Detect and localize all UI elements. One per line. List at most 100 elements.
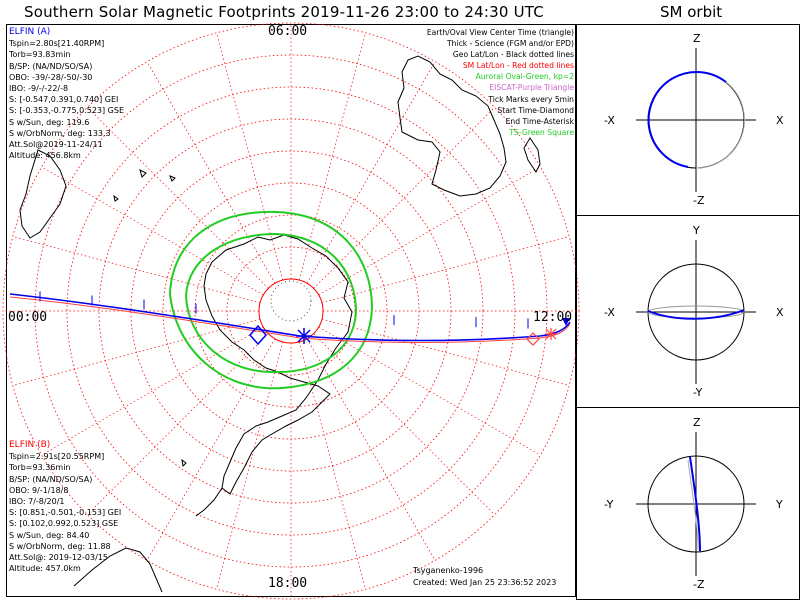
orbit-axis-label-bottom: -Z [693,194,705,207]
elfin-b-end-asterisk [545,328,557,340]
elfin-b-orbit [687,459,699,551]
model-credit: Tsyganenko-1996 [413,566,484,575]
elfin-b-line: S: [0.851,-0.501,-0.153] GEI [9,508,122,518]
sm-grid [2,22,580,600]
elfin-b-line: B/SP: (NA/ND/SO/SA) [9,474,93,484]
elfin-a-line: B/SP: (NA/ND/SO/SA) [9,61,93,71]
coastlines [19,55,541,593]
legend-entry: Start Time-Diamond [497,105,574,115]
orbit-axis-label-top: Y [692,224,700,237]
elfin-b-line: S w/OrbNorm, deg: 11.88 [9,541,111,551]
track-tick-marks [39,291,529,329]
earth-outline [647,455,745,553]
elfin-b-line: S: [0.102,0.992,0.523] GSE [9,519,119,529]
elfin-a-view-center-triangle [562,318,570,326]
orbit-axis-label-left: -X [604,114,615,127]
sm-latitude-circle [2,22,580,600]
elfin-a-line: Att.Sol@2019-11-24/11 [9,140,103,150]
legend: Earth/Oval View Center Time (triangle) Th… [427,27,574,138]
sm-longitude-line [12,318,261,386]
elfin-a-line: OBO: -39/-28/-50/-30 [9,72,93,82]
orbit-axis-label-bottom: -Z [693,578,705,591]
elfin-a-line: S: [-0.353,-0.775,0.523] GSE [9,106,124,116]
legend-entry: Geo Lat/Lon - Black dotted lines [452,50,574,60]
legend-entry: Thick - Science (FGM and/or EPD) [447,39,574,49]
sm-orbit-panel: Z -Z -Y Y [604,416,783,591]
orbit-axis-label-top: Z [693,416,701,429]
elfin-a-line: S w/Sun, deg: 119.6 [9,117,90,127]
orbit-panel-title: SM orbit [660,3,723,21]
sm-longitude-line [313,333,495,515]
elfin-a-lines: Tspin=2.80s[21.40RPM] Torb=93.83min B/SP: … [9,38,124,161]
sm-longitude-line [87,333,269,515]
sm-longitude-line [41,166,264,296]
elfin-a-line: S w/OrbNorm, deg: 133.3 [9,128,111,138]
elfin-b-line: Tspin=2.91s[20.55RPM] [9,452,105,462]
legend-entry: Earth/Oval View Center Time (triangle) [426,28,574,37]
mlt-label-top: 06:00 [268,24,308,39]
sm-longitude-line [298,32,366,281]
elfin-a-line: Altitude: 456.8km [9,151,81,161]
sm-longitude-line [298,341,366,590]
elfin-b-lines: Tspin=2.91s[20.55RPM] Torb=93.36min B/SP: … [9,451,121,574]
peninsula-coast [195,487,223,517]
chart-title: Southern Solar Magnetic Footprints 2019-… [24,3,544,21]
sm-orbit-panels: Z -Z -X X Y -Y -X X Z -Z -Y Y [576,24,800,600]
africa-coast [19,149,67,239]
legend-entry: EISCAT-Purple Triangle [489,83,574,93]
orbit-remainder [695,81,745,169]
elfin-a-line: Torb=93.83min [9,50,71,60]
orbit-axis-label-top: Z [693,32,701,45]
mlt-label-left: 00:00 [8,310,48,325]
legend-entry: Tick Marks every 5min [488,94,574,104]
orbit-axis-label-right: X [776,114,784,127]
orbit-axis-label-right: X [776,306,784,319]
elfin-a-orbit [647,71,727,168]
elfin-a-start-diamond [248,324,268,346]
elfin-a-footprint-track [9,293,571,342]
sm-longitude-line [146,61,276,284]
new-zealand-coast [523,137,541,173]
sm-longitude-line [216,32,284,281]
elfin-b-line: Att.Sol@: 2019-12-03/15 [9,553,108,563]
geo-latitude-circle [270,280,312,322]
sm-longitude-line [216,341,284,590]
antarctica-coast [203,234,353,495]
elfin-a-end-asterisk [296,328,312,344]
elfin-a-line: Tspin=2.80s[21.40RPM] [9,39,105,49]
elfin-b-line: S w/Sun, deg: 84.40 [9,530,90,540]
australia-coast [397,55,507,197]
sm-longitude-line [306,61,436,284]
elfin-a-orbit [689,456,701,552]
elfin-b-title: ELFIN (B) [9,440,51,450]
elfin-b-line: Altitude: 457.0km [9,564,81,574]
elfin-b-line: Torb=93.36min [9,463,71,473]
legend-entry: Auroral Oval-Green, kp=2 [475,72,574,82]
sm-orbit-panel: Y -Y -X X [604,224,784,399]
auroral-oval [168,210,374,390]
sm-orbit-panel: Z -Z -X X [604,32,784,207]
orbit-axis-label-left: -X [604,306,615,319]
legend-entry: TS-Green Square [509,127,574,137]
islands [113,169,187,468]
sm-longitude-line [87,107,269,289]
elfin-b-start-diamond [526,332,540,346]
elfin-b-line: IBO: 7/-8/20/1 [9,497,65,507]
south-america-coast [73,547,163,593]
orbit-axis-label-bottom: -Y [693,386,703,399]
elfin-b-info: ELFIN (B) Tspin=2.91s[20.55RPM] Torb=93.3… [9,440,121,574]
elfin-b-line: OBO: 9/-1/18/8 [9,485,69,495]
sm-longitude-line [318,166,541,296]
created-timestamp: Created: Wed Jan 25 23:36:52 2023 [413,578,557,587]
auroral-oval-inner [184,232,358,374]
sm-longitude-line [313,107,495,289]
legend-entry: End Time-Asterisk [505,116,574,126]
elfin-b-footprint-track [9,296,571,343]
sm-longitude-line [318,326,541,456]
sm-longitude-line [12,236,261,304]
elfin-a-title: ELFIN (A) [9,27,51,37]
auroral-oval-outer [168,210,374,390]
sm-longitude-line [146,338,276,561]
sm-longitude-line [321,318,570,386]
